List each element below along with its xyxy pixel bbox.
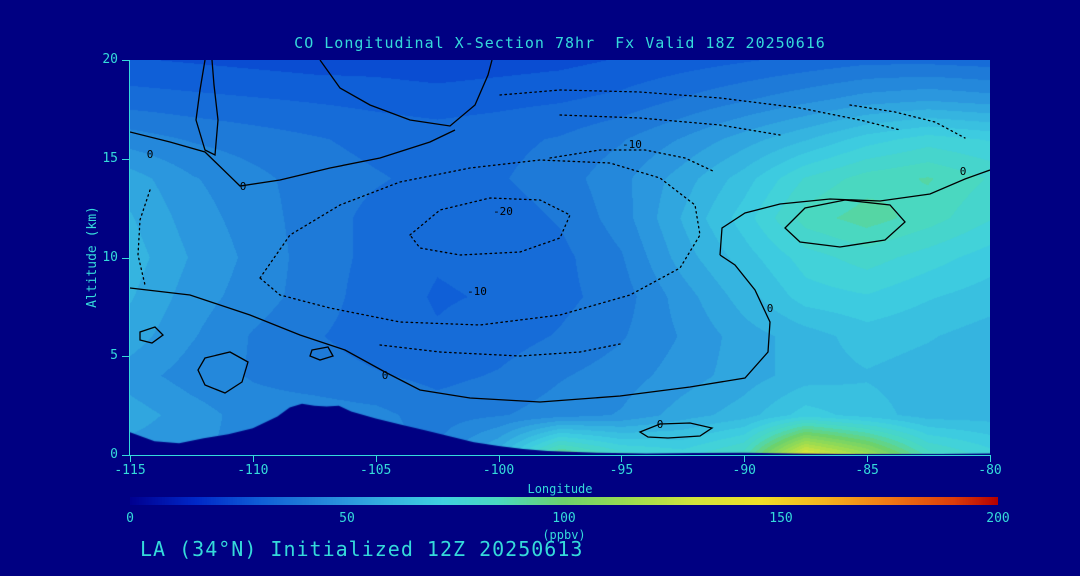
y-tick-mark bbox=[122, 60, 129, 61]
x-tick-label: -90 bbox=[732, 463, 757, 478]
y-tick-mark bbox=[122, 455, 129, 456]
contour-label: -10 bbox=[467, 285, 487, 298]
y-tick-label: 10 bbox=[102, 249, 118, 265]
contour-path bbox=[379, 343, 621, 357]
x-axis-title: Longitude bbox=[527, 482, 593, 496]
contour-label: 0 bbox=[960, 165, 967, 178]
contour-label: -20 bbox=[493, 205, 513, 218]
contour-path bbox=[549, 149, 716, 173]
x-tick-mark bbox=[744, 456, 746, 462]
contour-overlay: 0 0 -10 -20 -10 0 0 0 0 bbox=[130, 60, 990, 439]
contour-path bbox=[559, 114, 781, 136]
y-tick-mark bbox=[122, 158, 129, 160]
init-label: LA (34°N) Initialized 12Z 20250613 bbox=[140, 537, 584, 561]
contour-path bbox=[849, 104, 966, 139]
x-tick-label: -105 bbox=[360, 463, 392, 478]
colorbar-units: (ppbv) bbox=[542, 528, 586, 542]
colorbar-tick-label: 0 bbox=[126, 511, 134, 526]
contour-label: 0 bbox=[240, 180, 247, 193]
contour-path bbox=[638, 422, 714, 439]
x-tick-label: -80 bbox=[978, 463, 1002, 478]
contour-path bbox=[195, 60, 219, 157]
filled-contour-field bbox=[130, 60, 990, 455]
contour-path bbox=[259, 159, 701, 326]
colorbar-tick-label: 150 bbox=[769, 511, 793, 526]
y-axis-line bbox=[129, 60, 130, 456]
colorbar-tick-label: 50 bbox=[339, 511, 355, 526]
x-tick-label: -95 bbox=[609, 463, 634, 478]
plot-area: 0 0 -10 -20 -10 0 0 0 0 bbox=[130, 60, 990, 455]
contour-path bbox=[197, 351, 249, 394]
chart-title: CO Longitudinal X-Section 78hr Fx Valid … bbox=[294, 34, 826, 52]
contour-label: -10 bbox=[622, 138, 642, 151]
x-tick-label: -100 bbox=[482, 463, 515, 478]
contour-path bbox=[499, 89, 901, 131]
x-tick-label: -85 bbox=[855, 463, 879, 478]
colorbar-tick-label: 200 bbox=[986, 511, 1010, 526]
colorbar-tick-label: 100 bbox=[552, 511, 576, 526]
contour-path bbox=[139, 326, 164, 344]
contour-path bbox=[409, 197, 571, 256]
y-tick-label: 0 bbox=[110, 447, 118, 462]
y-tick-mark bbox=[122, 257, 129, 259]
y-tick-mark bbox=[122, 356, 129, 358]
x-tick-mark bbox=[621, 456, 623, 462]
y-tick-label: 20 bbox=[102, 52, 118, 67]
contour-path bbox=[130, 129, 456, 187]
x-tick-label: -115 bbox=[114, 463, 146, 478]
x-axis-line bbox=[129, 455, 991, 456]
x-tick-mark bbox=[867, 456, 869, 462]
x-tick-mark bbox=[375, 456, 377, 462]
contour-path bbox=[130, 254, 771, 403]
x-tick-mark bbox=[990, 456, 991, 462]
x-tick-mark bbox=[498, 456, 500, 462]
y-tick-label: 5 bbox=[110, 348, 118, 364]
x-tick-mark bbox=[130, 456, 131, 462]
contour-path bbox=[137, 189, 151, 286]
contour-label: 0 bbox=[382, 369, 389, 382]
contour-path bbox=[784, 199, 906, 248]
x-tick-mark bbox=[252, 456, 254, 462]
contour-path bbox=[719, 169, 990, 256]
contour-path bbox=[309, 346, 334, 361]
colorbar bbox=[130, 497, 998, 505]
x-tick-label: -110 bbox=[237, 463, 269, 478]
contour-label: 0 bbox=[147, 148, 154, 161]
y-tick-label: 15 bbox=[102, 150, 118, 166]
contour-label: 0 bbox=[767, 302, 774, 315]
contour-label: 0 bbox=[657, 418, 664, 431]
contour-path bbox=[319, 60, 493, 127]
